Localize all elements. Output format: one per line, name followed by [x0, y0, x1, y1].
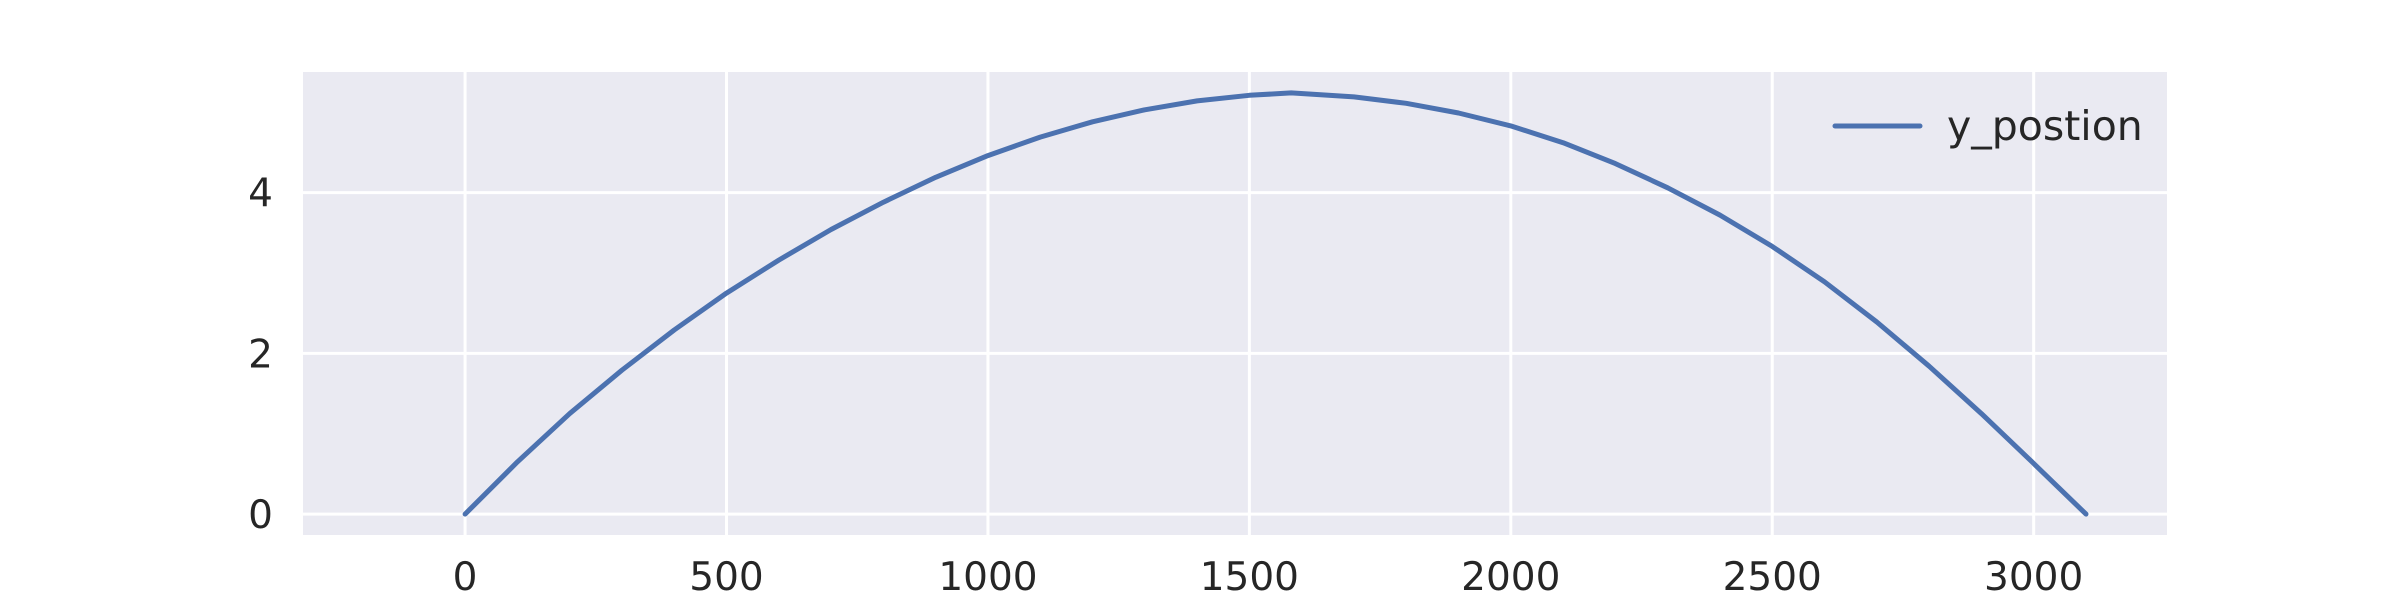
x-tick-label: 2500: [1723, 555, 1822, 600]
x-tick-label: 2000: [1461, 555, 1560, 600]
grid-lines: [303, 72, 2167, 535]
x-tick-label: 500: [689, 555, 763, 600]
tick-labels: 0 500 1000 1500 2000 2500 3000 0 2 4: [248, 172, 2083, 600]
series-line: [462, 90, 2089, 517]
y-tick-label: 2: [248, 332, 273, 377]
series-layer: [462, 90, 2089, 517]
y-tick-label: 0: [248, 493, 273, 538]
x-tick-label: 1500: [1200, 555, 1299, 600]
x-tick-label: 0: [453, 555, 478, 600]
plot-area: [303, 72, 2167, 535]
legend-label: y_postion: [1947, 102, 2143, 150]
legend: y_postion: [1832, 102, 2143, 150]
x-tick-label: 1000: [938, 555, 1037, 600]
x-tick-label: 3000: [1984, 555, 2083, 600]
y-tick-label: 4: [248, 172, 273, 217]
